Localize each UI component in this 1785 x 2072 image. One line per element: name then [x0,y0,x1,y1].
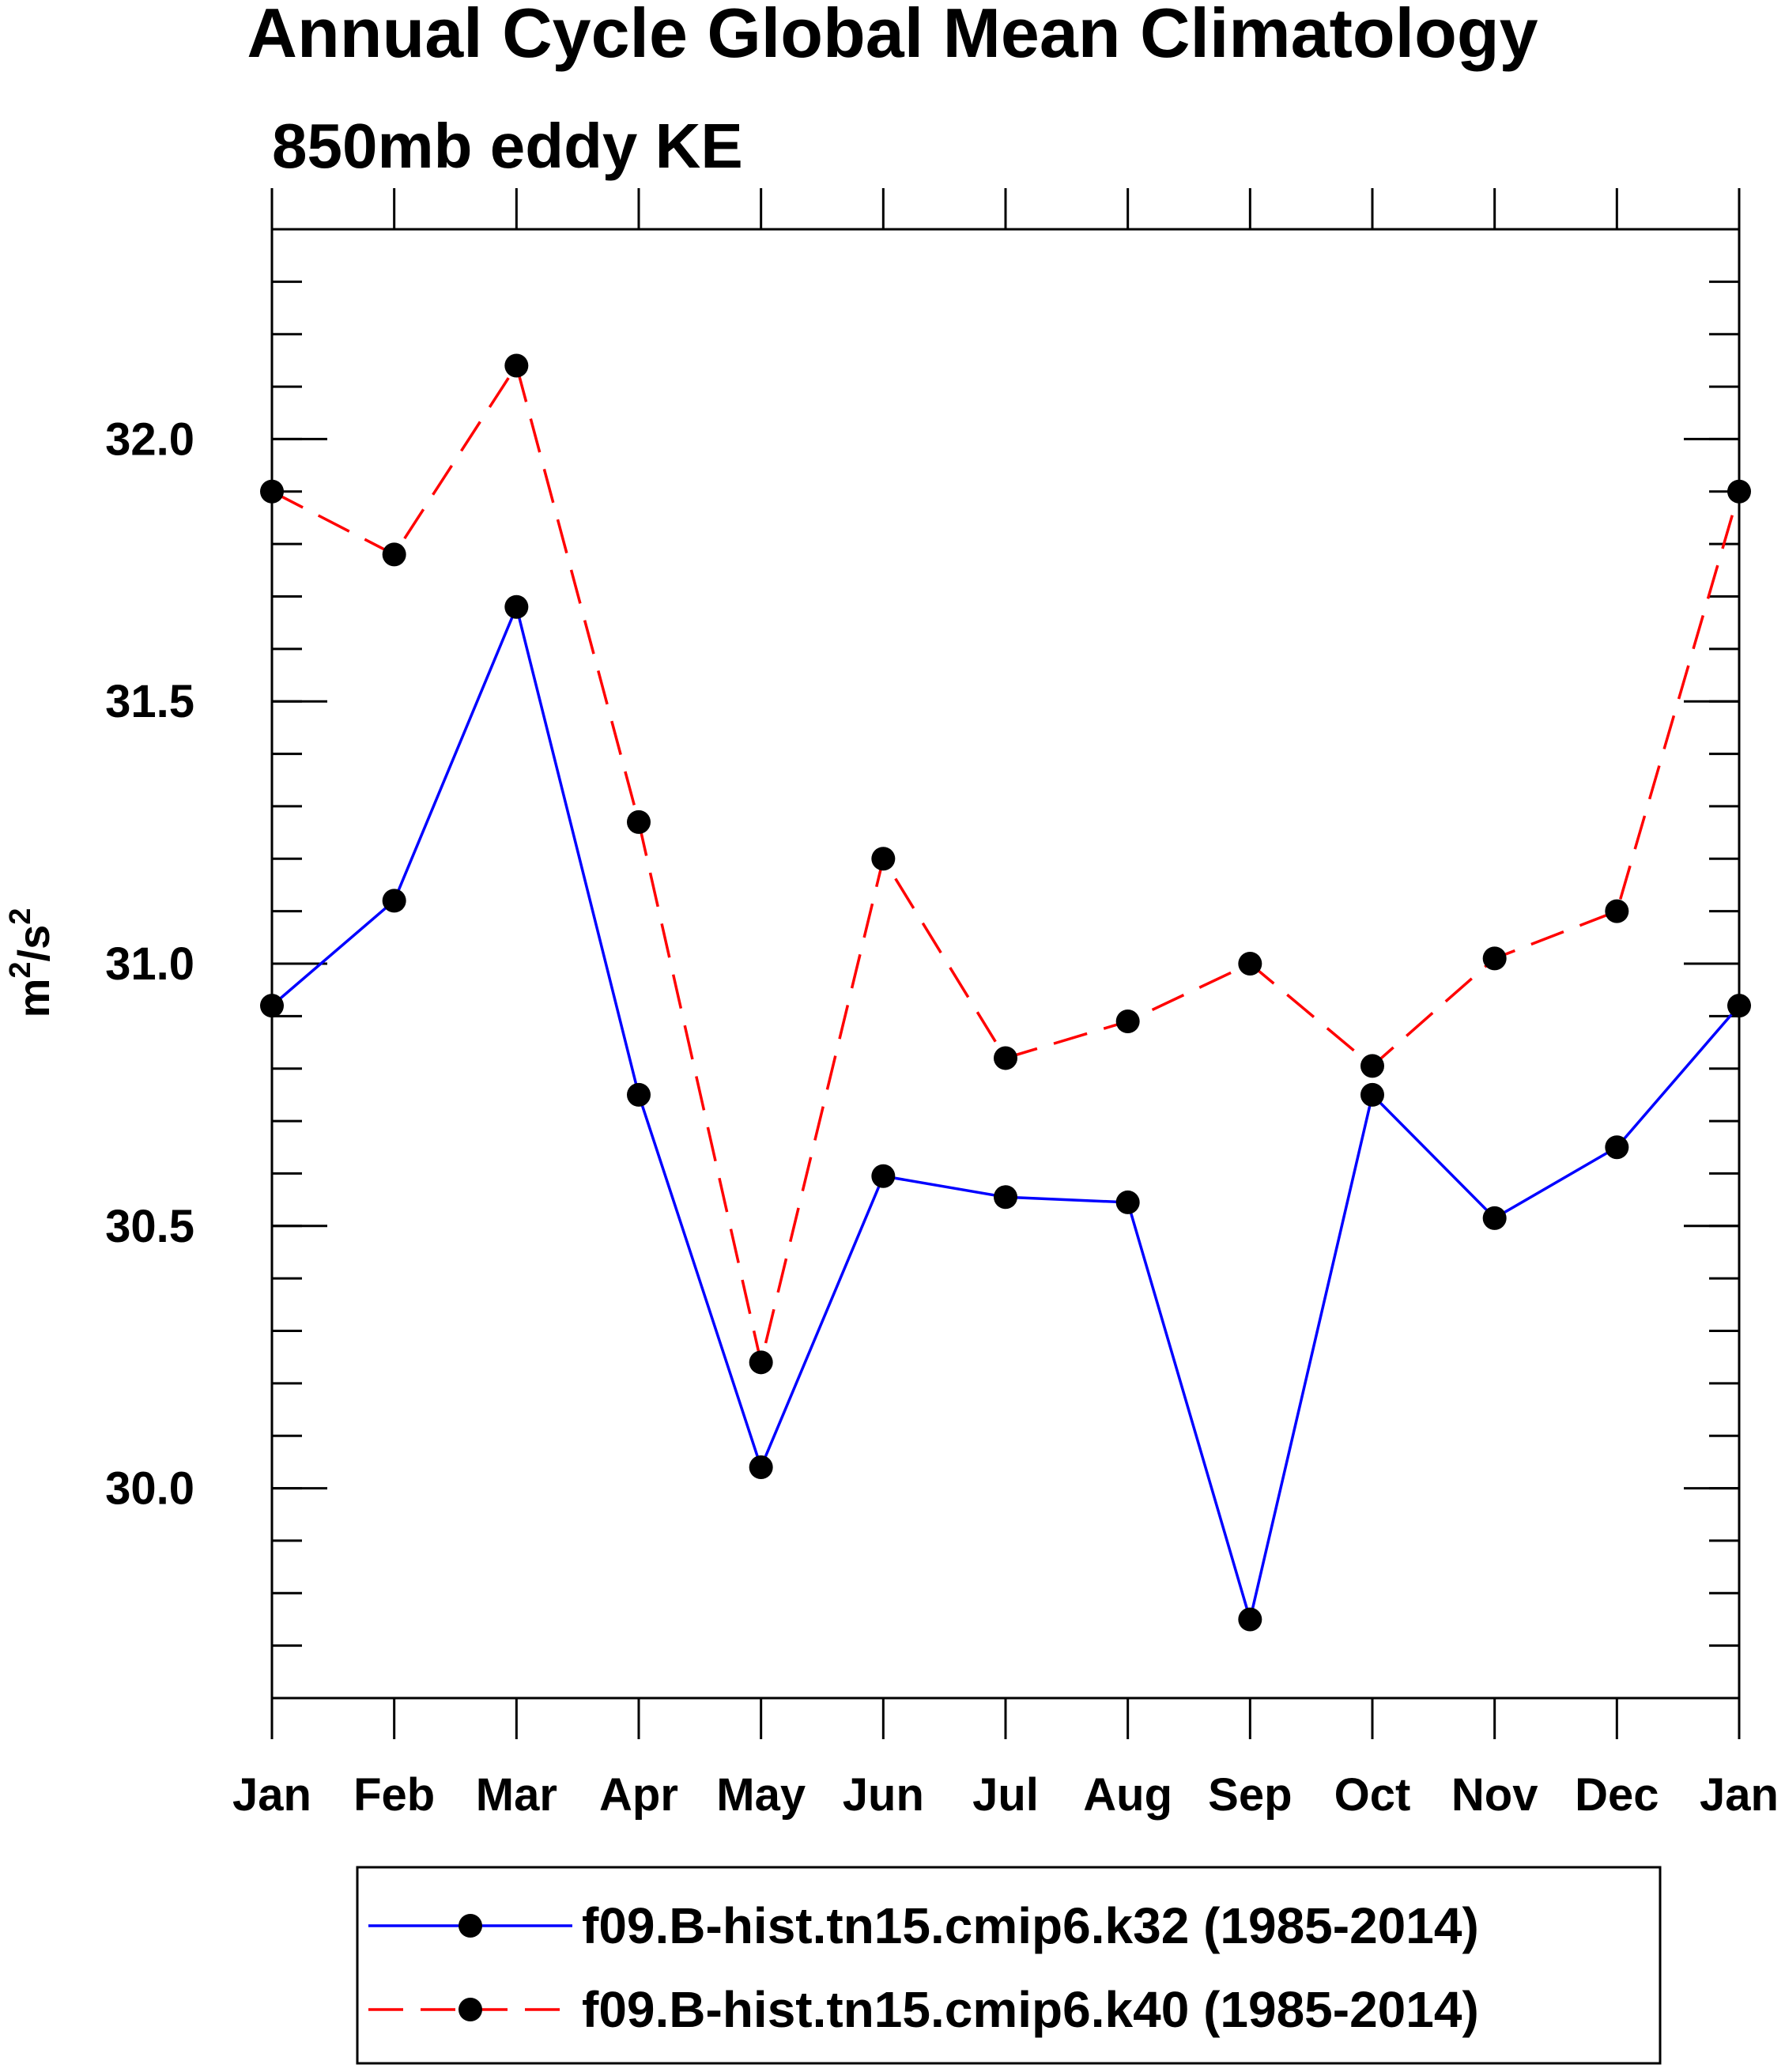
x-tick-label: Jun [843,1769,924,1821]
y-axis-label-superscript: 2 [4,961,37,978]
y-tick-label: 30.0 [105,1463,194,1515]
x-tick-label: Aug [1083,1769,1172,1821]
series-1-point [1727,994,1751,1018]
x-tick-label: Oct [1334,1769,1411,1821]
x-tick-label: Jan [1700,1769,1779,1821]
y-tick-label: 31.0 [105,938,194,990]
series-1-point [382,889,406,913]
x-tick-label: Sep [1208,1769,1292,1821]
series-2-point [260,479,284,504]
series-layer [260,353,1751,1632]
legend-label-2: f09.B-hist.tn15.cmip6.k40 (1985-2014) [582,1981,1479,2038]
chart-title: Annual Cycle Global Mean Climatology [247,0,1538,72]
series-2-point [382,542,406,567]
legend-label-1: f09.B-hist.tn15.cmip6.k32 (1985-2014) [582,1897,1479,1954]
x-tick-label: Nov [1451,1769,1538,1821]
series-2-point [1482,946,1507,971]
x-tick-label: May [716,1769,806,1821]
y-tick-label: 30.5 [105,1201,194,1252]
y-axis-label-part: s [9,925,58,949]
y-axis-label-superscript: 2 [4,908,37,925]
series-1-point [749,1455,773,1480]
y-tick-label: 32.0 [105,413,194,465]
series-2-point [994,1046,1017,1070]
series-2-point [871,847,896,871]
series-1-point [627,1082,651,1107]
series-1-point [871,1164,896,1188]
series-2-point [1238,952,1262,976]
x-tick-label: Feb [353,1769,435,1821]
series-1-point [1482,1206,1507,1230]
series-2-point [1115,1009,1140,1033]
x-tick-label: Jul [972,1769,1039,1821]
series-1-point [1238,1607,1262,1632]
series-2-point [1360,1054,1384,1078]
y-axis-label-part: m [9,979,58,1018]
series-line-1 [270,602,1741,1625]
series-line-2 [271,362,1741,1363]
y-tick-label: 31.5 [105,676,194,727]
x-tick-label: Apr [599,1769,678,1821]
y-axis-label-part: / [9,949,58,961]
legend-marker-1 [459,1914,482,1938]
y-axis-label: m2/s2 [4,908,58,1018]
series-1-point [1115,1190,1140,1214]
x-tick-label: Jan [232,1769,311,1821]
x-tick-label: Dec [1575,1769,1659,1821]
legend: f09.B-hist.tn15.cmip6.k32 (1985-2014) f09… [356,1866,1662,2065]
series-2-point [504,353,529,378]
series-1-point [1360,1082,1384,1107]
series-1-point [994,1185,1017,1210]
legend-box [356,1866,1662,2065]
legend-marker-2 [459,1998,482,2021]
series-1-point [260,994,284,1018]
series-2-point [1605,899,1629,923]
series-2-point [1727,479,1751,504]
series-1-point [1605,1135,1629,1160]
plot-frame [270,228,1741,1700]
series-2-point [749,1350,773,1375]
chart-subtitle: 850mb eddy KE [272,111,743,181]
series-1-point [504,594,529,619]
series-2-point [627,810,651,834]
axes: Jan Feb Mar Apr May Jun Jul Aug Sep Oct Nov Dec Jan 3… [4,188,1779,1821]
x-tick-label: Mar [476,1769,557,1821]
